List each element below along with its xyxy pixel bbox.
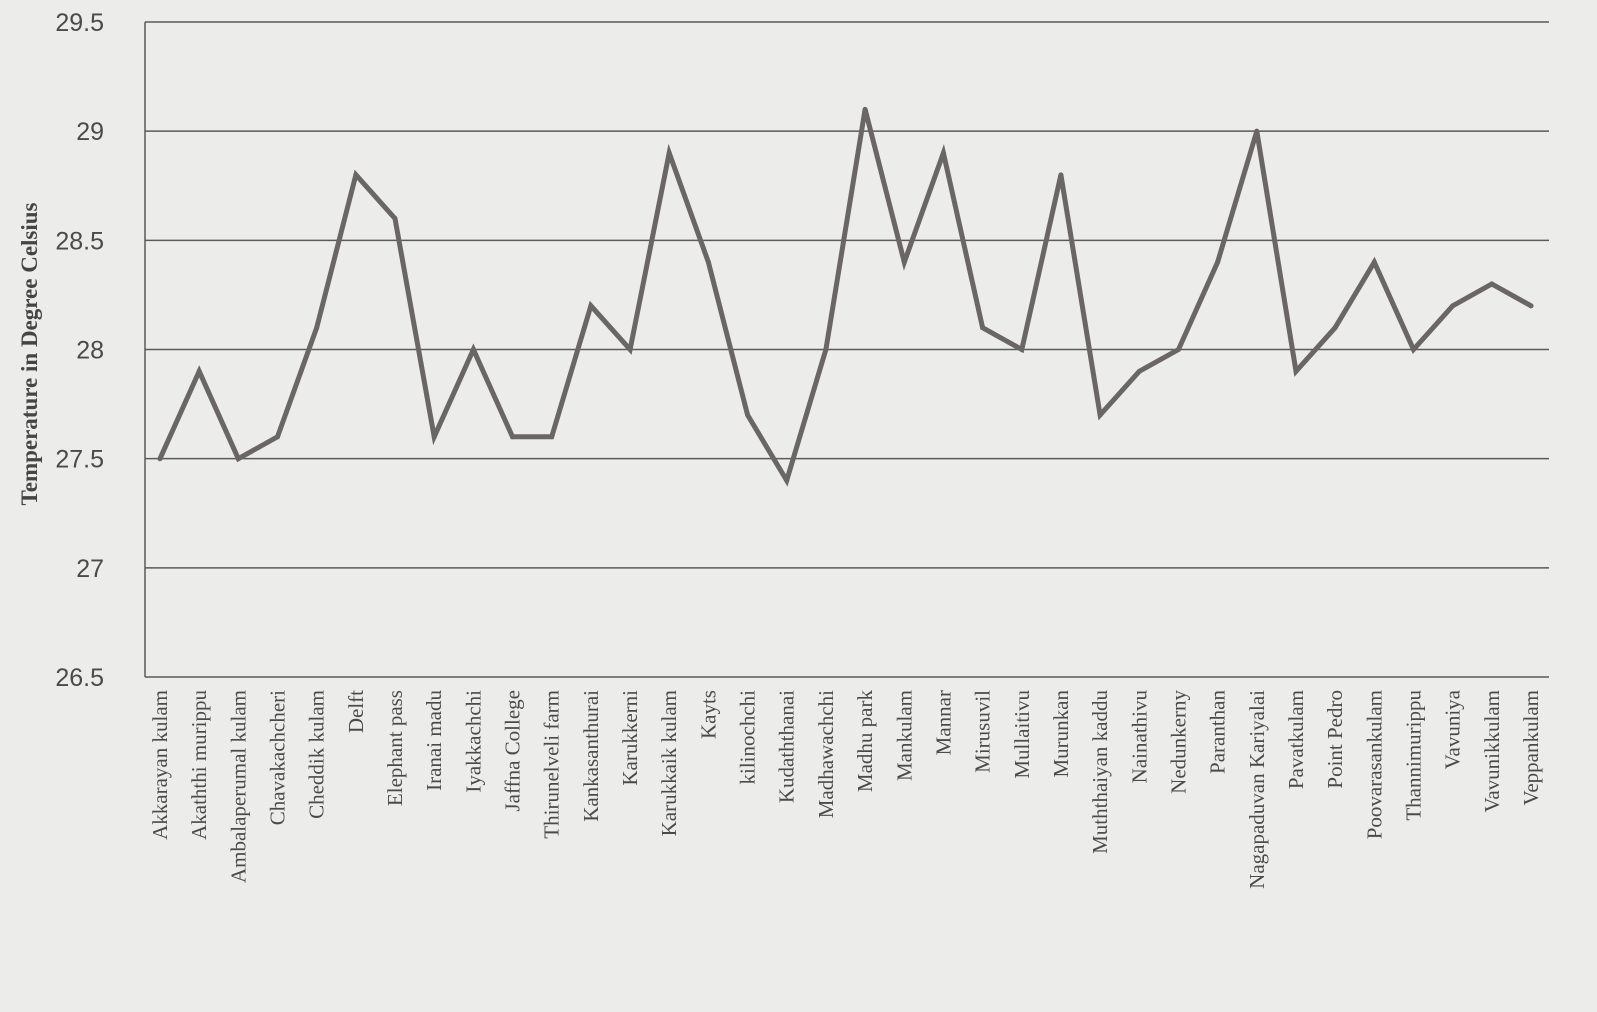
data-point xyxy=(196,368,202,374)
data-point xyxy=(901,259,907,265)
x-tick-label: Kudaththanai xyxy=(775,690,799,803)
data-point xyxy=(157,456,163,462)
data-point xyxy=(862,106,868,112)
gridlines xyxy=(145,21,1549,678)
x-tick-label: Cheddik kulam xyxy=(305,690,329,819)
x-tick-label: Chavakachcheri xyxy=(266,690,290,825)
series-layer xyxy=(157,106,1534,487)
data-point xyxy=(1293,368,1299,374)
data-point xyxy=(627,347,633,352)
x-tick-label: Murunkan xyxy=(1049,690,1073,778)
data-point xyxy=(1489,281,1495,287)
data-point xyxy=(980,325,986,331)
data-point xyxy=(314,325,320,331)
data-point xyxy=(784,478,790,483)
y-tick-label: 28.5 xyxy=(55,227,104,255)
x-tick-label: Kankasanthurai xyxy=(579,690,603,822)
data-point xyxy=(275,434,281,440)
data-point xyxy=(588,303,594,309)
data-point xyxy=(1410,347,1416,352)
data-point xyxy=(1371,259,1377,265)
x-tick-label: Nedunkerny xyxy=(1166,690,1190,794)
x-axis: Akkarayan kulam Akaththi murippu Ambalaper… xyxy=(148,689,1543,888)
x-tick-label: Point Pedro xyxy=(1323,690,1347,789)
x-tick-label: Karukkerni xyxy=(618,690,642,786)
data-point xyxy=(549,434,555,440)
data-point xyxy=(1528,303,1534,309)
x-tick-label: Thirunelveli farm xyxy=(540,690,564,839)
x-tick-label: Muththaiyan kaddu xyxy=(1088,690,1112,854)
x-tick-label: Pavatkulam xyxy=(1284,690,1308,789)
data-point xyxy=(1175,347,1181,352)
y-tick-label: 29.5 xyxy=(55,9,104,37)
data-point xyxy=(510,434,516,440)
y-tick-label: 26.5 xyxy=(55,664,104,692)
data-point xyxy=(1254,128,1260,134)
data-point xyxy=(1019,347,1025,352)
x-tick-label: Mankulam xyxy=(892,690,916,781)
x-tick-label: Vavunikkulam xyxy=(1480,690,1504,812)
y-axis: 26.5 27 27.5 28 28.5 29 29.5 xyxy=(55,9,146,692)
data-point xyxy=(666,150,672,156)
x-tick-label: Madhawachchi xyxy=(814,690,838,818)
data-point xyxy=(1450,303,1456,309)
x-tick-label: Elephant pass xyxy=(383,690,407,806)
x-tick-label: Poovarasankulam xyxy=(1362,690,1386,839)
data-point xyxy=(1097,412,1103,418)
data-point xyxy=(940,150,946,156)
data-point xyxy=(235,456,241,462)
x-tick-label: Mannar xyxy=(931,690,955,755)
data-point xyxy=(392,216,398,221)
x-tick-label: Mirusuvil xyxy=(971,690,995,773)
x-tick-label: Paranthan xyxy=(1206,690,1230,774)
x-tick-label: Mullaitivu xyxy=(1010,690,1034,779)
x-tick-label: Nainathivu xyxy=(1127,690,1151,784)
data-point xyxy=(1332,325,1338,331)
x-tick-label: Akaththi murippu xyxy=(187,690,211,840)
x-tick-label: Madhu park xyxy=(853,690,877,793)
x-tick-label: Jaffna College xyxy=(501,690,525,812)
data-point xyxy=(470,347,476,352)
series-line xyxy=(157,108,1534,487)
x-tick-label: Veppankulam xyxy=(1519,690,1543,805)
x-tick-label: Akkarayan kulam xyxy=(148,690,172,840)
x-tick-label: Thannimurippu xyxy=(1401,690,1425,821)
x-tick-label: Nagapaduvan Kariyalai xyxy=(1245,690,1269,889)
data-point xyxy=(1215,259,1221,265)
y-tick-label: 28 xyxy=(76,337,104,365)
data-point xyxy=(1058,172,1064,178)
x-tick-label: Vavuniya xyxy=(1441,689,1465,769)
x-tick-label: Ambalaperumal kulam xyxy=(226,690,250,883)
data-point xyxy=(745,412,751,418)
x-tick-label: Karukkaik kulam xyxy=(657,690,681,836)
y-axis-title: Temperature in Degree Celsius xyxy=(17,202,42,505)
data-point xyxy=(353,172,359,178)
data-point xyxy=(823,347,829,352)
data-point xyxy=(1136,368,1142,374)
y-tick-label: 27 xyxy=(76,555,104,583)
y-tick-label: 29 xyxy=(76,118,104,146)
x-tick-label: Iranai madu xyxy=(422,690,446,791)
x-tick-label: Kayts xyxy=(696,690,720,739)
y-tick-label: 27.5 xyxy=(55,446,104,474)
data-point xyxy=(431,434,437,440)
data-point xyxy=(705,259,711,265)
x-tick-label: kilinochchi xyxy=(736,690,760,785)
x-tick-label: Delft xyxy=(344,690,368,733)
x-tick-label: Iyakkachchi xyxy=(461,690,485,793)
